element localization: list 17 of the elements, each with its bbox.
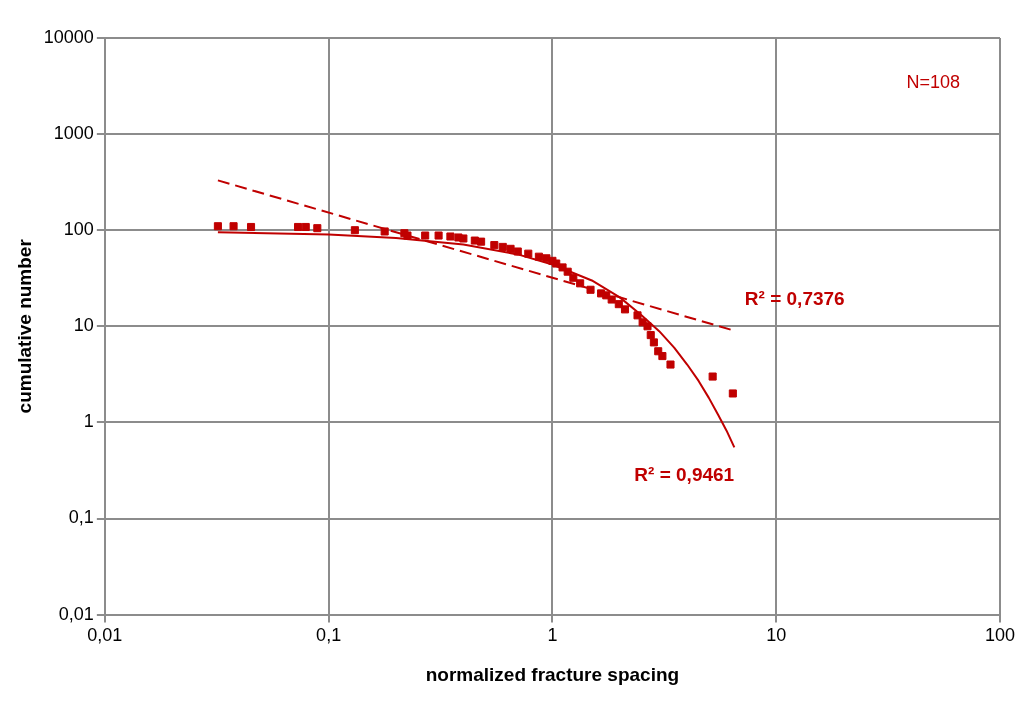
x-axis-title: normalized fracture spacing <box>425 663 680 685</box>
x-tick-label: 100 <box>984 625 1016 646</box>
annotation: N=108 <box>906 71 960 92</box>
x-tick-label: 0,1 <box>316 625 342 646</box>
y-tick-label: 0,01 <box>58 603 94 624</box>
y-tick-label: 1 <box>83 411 94 432</box>
y-tick-label: 100 <box>63 219 94 240</box>
y-tick-label: 0,1 <box>68 507 94 528</box>
annotation: R² = 0,7376 <box>744 288 845 310</box>
y-tick-label: 10000 <box>43 26 94 47</box>
y-tick-label: 10 <box>73 315 94 336</box>
y-tick-label: 1000 <box>53 123 94 144</box>
x-tick-label: 10 <box>766 625 787 646</box>
x-tick-label: 0,01 <box>87 625 123 646</box>
x-tick-label: 1 <box>547 625 558 646</box>
y-axis-title: cumulative number <box>13 238 35 414</box>
annotation: R² = 0,9461 <box>634 463 735 485</box>
